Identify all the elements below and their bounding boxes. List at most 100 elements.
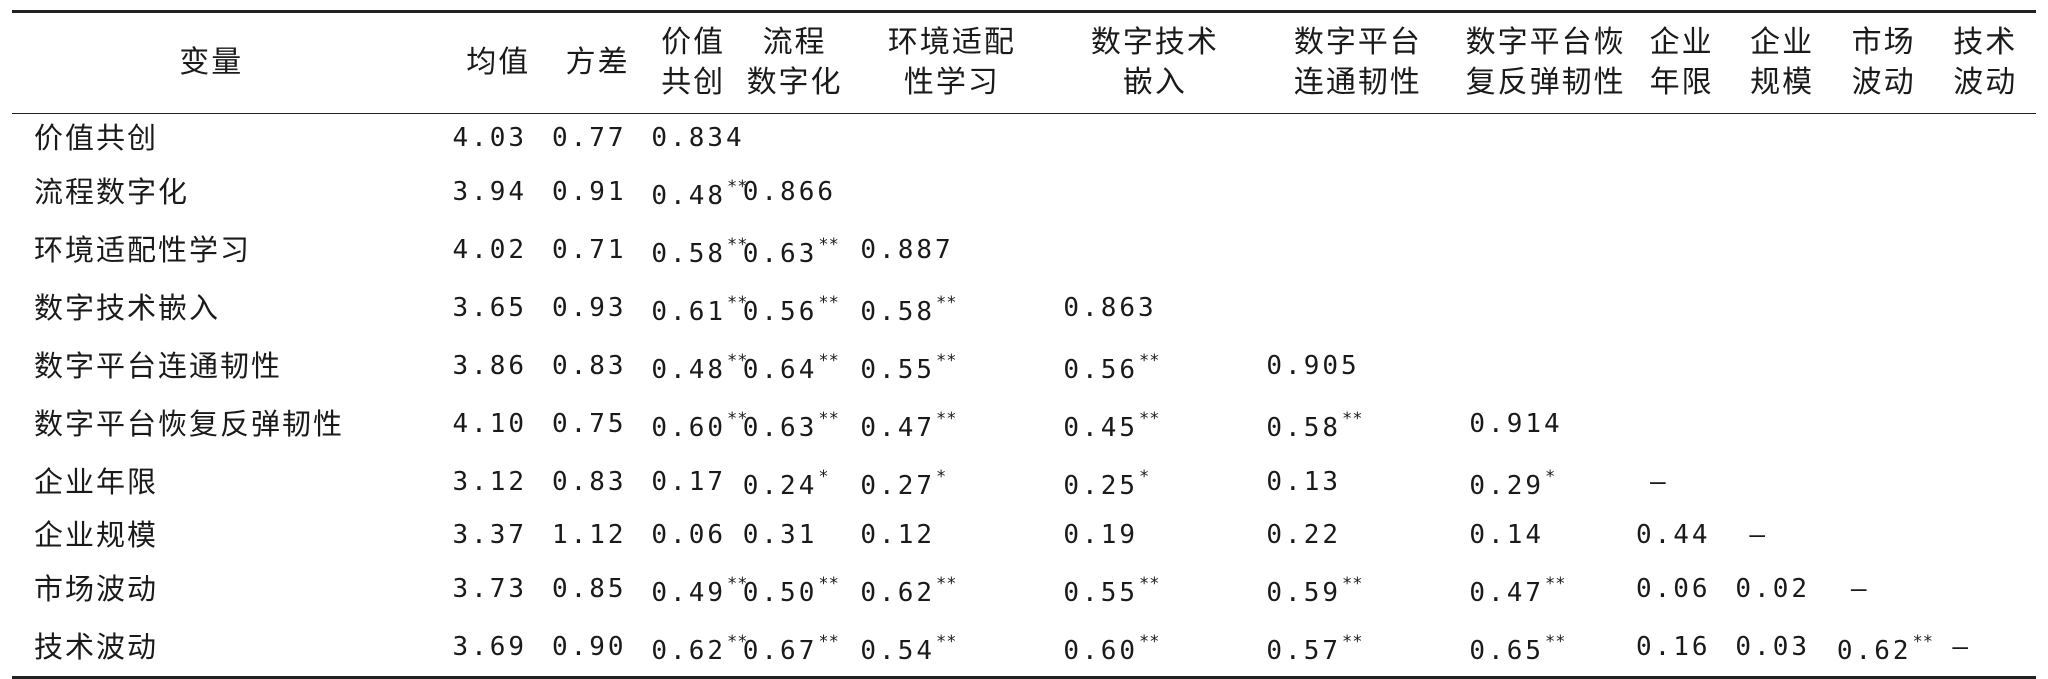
correlation-cell: 0.03 bbox=[1731, 618, 1833, 678]
correlation-cell: 0.54** bbox=[850, 618, 1053, 678]
diagonal-dash: — bbox=[1850, 573, 1870, 604]
correlation-cell bbox=[1934, 114, 2036, 164]
correlation-cell: 0.887 bbox=[850, 221, 1053, 279]
correlation-cell bbox=[1934, 453, 2036, 511]
correlation-cell bbox=[1731, 453, 1833, 511]
significance-marker: ** bbox=[727, 177, 748, 197]
correlation-value: 0.60 bbox=[651, 413, 727, 443]
correlation-value: 0.55 bbox=[1063, 578, 1139, 608]
significance-marker: ** bbox=[1139, 351, 1160, 371]
correlation-cell: 0.57** bbox=[1256, 618, 1459, 678]
table-row: 流程数字化 3.94 0.91 0.48** 0.866 bbox=[12, 163, 2036, 221]
correlation-cell bbox=[1632, 221, 1731, 279]
column-header-line: 连通韧性 bbox=[1293, 65, 1422, 100]
correlation-cell bbox=[1833, 453, 1935, 511]
correlation-cell: 0.12 bbox=[850, 511, 1053, 560]
column-header-line: 流程 bbox=[762, 25, 827, 60]
correlation-cell: 0.49** bbox=[647, 560, 747, 618]
correlation-value: 0.48 bbox=[651, 355, 727, 385]
correlation-cell bbox=[1632, 114, 1731, 164]
correlation-cell: 0.62** bbox=[850, 560, 1053, 618]
significance-marker: * bbox=[1139, 467, 1150, 487]
correlation-value: 0.25 bbox=[1063, 471, 1139, 501]
correlation-cell: 0.47** bbox=[850, 395, 1053, 453]
significance-marker: ** bbox=[818, 351, 839, 371]
column-header: 数字平台恢 复反弹韧性 bbox=[1459, 12, 1632, 114]
correlation-cell: 0.863 bbox=[1053, 279, 1256, 337]
table-row: 企业年限 3.12 0.83 0.17 0.24* 0.27* 0.25* 0.13 0.29*… bbox=[12, 453, 2036, 511]
correlation-cell: 0.47** bbox=[1459, 560, 1632, 618]
correlation-value: 0.16 bbox=[1635, 631, 1711, 662]
correlation-cell: 0.06 bbox=[1632, 560, 1731, 618]
variable-name-cell: 价值共创 bbox=[34, 121, 159, 155]
correlation-value: 0.61 bbox=[651, 297, 727, 327]
column-header-line: 年限 bbox=[1649, 65, 1714, 100]
column-header-line: 波动 bbox=[1953, 65, 2018, 100]
correlation-value: 0.58 bbox=[1266, 413, 1342, 443]
correlation-cell bbox=[1934, 337, 2036, 395]
column-header: 流程 数字化 bbox=[739, 12, 851, 114]
correlation-cell: 0.58** bbox=[647, 221, 747, 279]
correlation-value: 0.17 bbox=[651, 466, 727, 497]
correlation-cell bbox=[1934, 279, 2036, 337]
correlation-cell: 0.31 bbox=[739, 511, 851, 560]
variance-cell: 0.83 bbox=[551, 466, 627, 497]
correlation-cell: 0.60** bbox=[647, 395, 747, 453]
correlation-cell: 0.64** bbox=[739, 337, 851, 395]
column-header-line: 变量 bbox=[179, 45, 244, 80]
correlation-cell: 0.63** bbox=[739, 221, 851, 279]
correlation-cell: 0.914 bbox=[1459, 395, 1632, 453]
correlation-value: 0.27 bbox=[860, 471, 936, 501]
correlation-value: 0.55 bbox=[860, 355, 936, 385]
correlation-value: 0.22 bbox=[1266, 520, 1342, 550]
significance-marker: ** bbox=[1139, 574, 1160, 594]
correlation-cell bbox=[1053, 114, 1256, 164]
correlation-cell: 0.13 bbox=[1256, 453, 1459, 511]
variance-cell: 1.12 bbox=[551, 520, 627, 550]
column-header: 数字平台 连通韧性 bbox=[1256, 12, 1459, 114]
correlation-cell: — bbox=[1934, 618, 2036, 678]
correlation-cell bbox=[1934, 221, 2036, 279]
correlation-cell bbox=[1632, 163, 1731, 221]
correlation-cell: 0.25* bbox=[1053, 453, 1256, 511]
correlation-cell: 0.55** bbox=[850, 337, 1053, 395]
correlation-cell bbox=[850, 163, 1053, 221]
column-header-line: 企业 bbox=[1649, 25, 1714, 60]
correlation-value: 0.44 bbox=[1635, 520, 1711, 550]
correlation-cell bbox=[1833, 279, 1935, 337]
table-row: 数字平台恢复反弹韧性 4.10 0.75 0.60** 0.63** 0.47** 0.45… bbox=[12, 395, 2036, 453]
significance-marker: ** bbox=[1342, 574, 1363, 594]
variance-cell: 0.91 bbox=[551, 176, 627, 207]
variable-name-cell: 数字平台连通韧性 bbox=[34, 348, 283, 383]
correlation-value: 0.45 bbox=[1063, 413, 1139, 443]
correlation-cell: 0.17 bbox=[647, 453, 738, 511]
correlation-cell: — bbox=[1731, 511, 1833, 560]
correlation-value: 0.49 bbox=[651, 578, 727, 608]
correlation-cell: 0.24* bbox=[739, 453, 851, 511]
correlation-value: 0.65 bbox=[1469, 636, 1545, 666]
significance-marker: ** bbox=[936, 293, 957, 313]
correlation-cell: 0.22 bbox=[1256, 511, 1459, 560]
significance-marker: ** bbox=[727, 351, 748, 371]
correlation-cell bbox=[1833, 163, 1935, 221]
correlation-value: 0.58 bbox=[860, 297, 936, 327]
column-header-line: 波动 bbox=[1851, 65, 1916, 100]
correlation-cell: 0.45** bbox=[1053, 395, 1256, 453]
correlation-value: 0.887 bbox=[860, 234, 954, 265]
correlation-cell bbox=[1731, 395, 1833, 453]
column-header: 方差 bbox=[548, 12, 647, 114]
correlation-value: 0.06 bbox=[1635, 573, 1711, 604]
correlation-cell bbox=[1632, 337, 1731, 395]
correlation-cell: 0.67** bbox=[739, 618, 851, 678]
correlation-value: 0.64 bbox=[742, 355, 818, 385]
column-header-line: 数字平台 bbox=[1293, 25, 1422, 60]
table-row: 市场波动 3.73 0.85 0.49** 0.50** 0.62** 0.55** 0.59… bbox=[12, 560, 2036, 618]
correlation-cell bbox=[850, 114, 1053, 164]
significance-marker: ** bbox=[727, 293, 748, 313]
significance-marker: ** bbox=[818, 632, 839, 652]
correlation-cell bbox=[1833, 511, 1935, 560]
mean-cell: 3.37 bbox=[452, 520, 528, 550]
significance-marker: ** bbox=[818, 574, 839, 594]
correlation-cell: 0.50** bbox=[739, 560, 851, 618]
variable-name-cell: 数字平台恢复反弹韧性 bbox=[34, 406, 345, 441]
